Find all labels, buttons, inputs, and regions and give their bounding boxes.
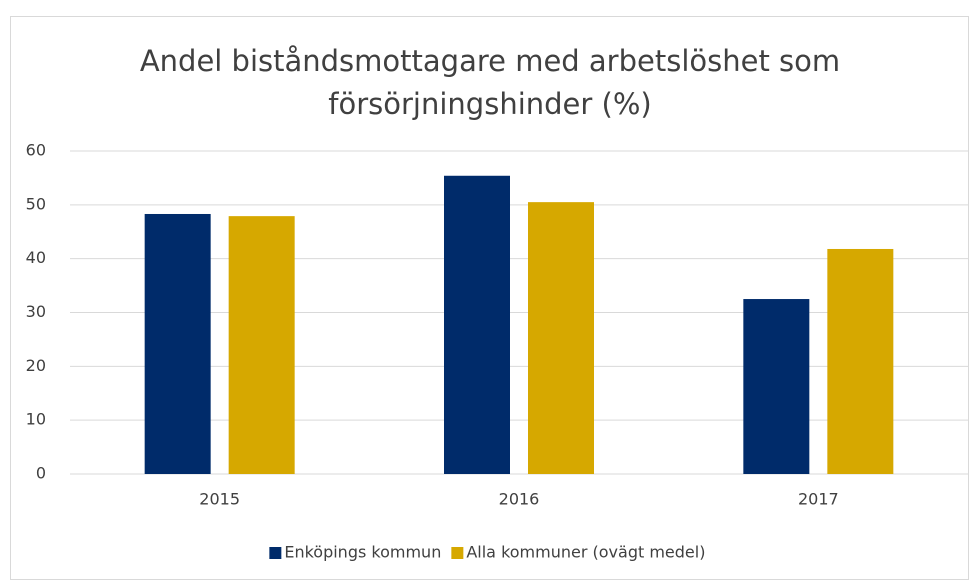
y-tick-label: 10 <box>26 410 46 429</box>
bar <box>144 213 211 475</box>
bar <box>528 202 594 474</box>
x-tick-label: 2016 <box>499 490 540 509</box>
chart-border <box>10 16 969 580</box>
legend-label: Alla kommuner (ovägt medel) <box>466 543 705 562</box>
bar <box>827 248 894 474</box>
legend-swatch <box>269 547 282 559</box>
bar <box>444 175 510 474</box>
y-tick-label: 0 <box>36 464 46 483</box>
y-tick-label: 50 <box>26 194 46 213</box>
chart-title: Andel biståndsmottagare med arbetslöshet… <box>139 44 841 121</box>
x-tick-label: 2017 <box>798 490 839 509</box>
bar <box>743 299 810 474</box>
legend-swatch <box>451 547 464 559</box>
x-tick-label: 2015 <box>199 490 240 509</box>
bar <box>228 216 295 474</box>
y-tick-label: 40 <box>26 248 46 267</box>
y-tick-label: 20 <box>26 356 46 375</box>
y-tick-label: 30 <box>26 302 46 321</box>
y-tick-label: 60 <box>26 141 46 160</box>
legend-label: Enköpings kommun <box>284 543 441 562</box>
